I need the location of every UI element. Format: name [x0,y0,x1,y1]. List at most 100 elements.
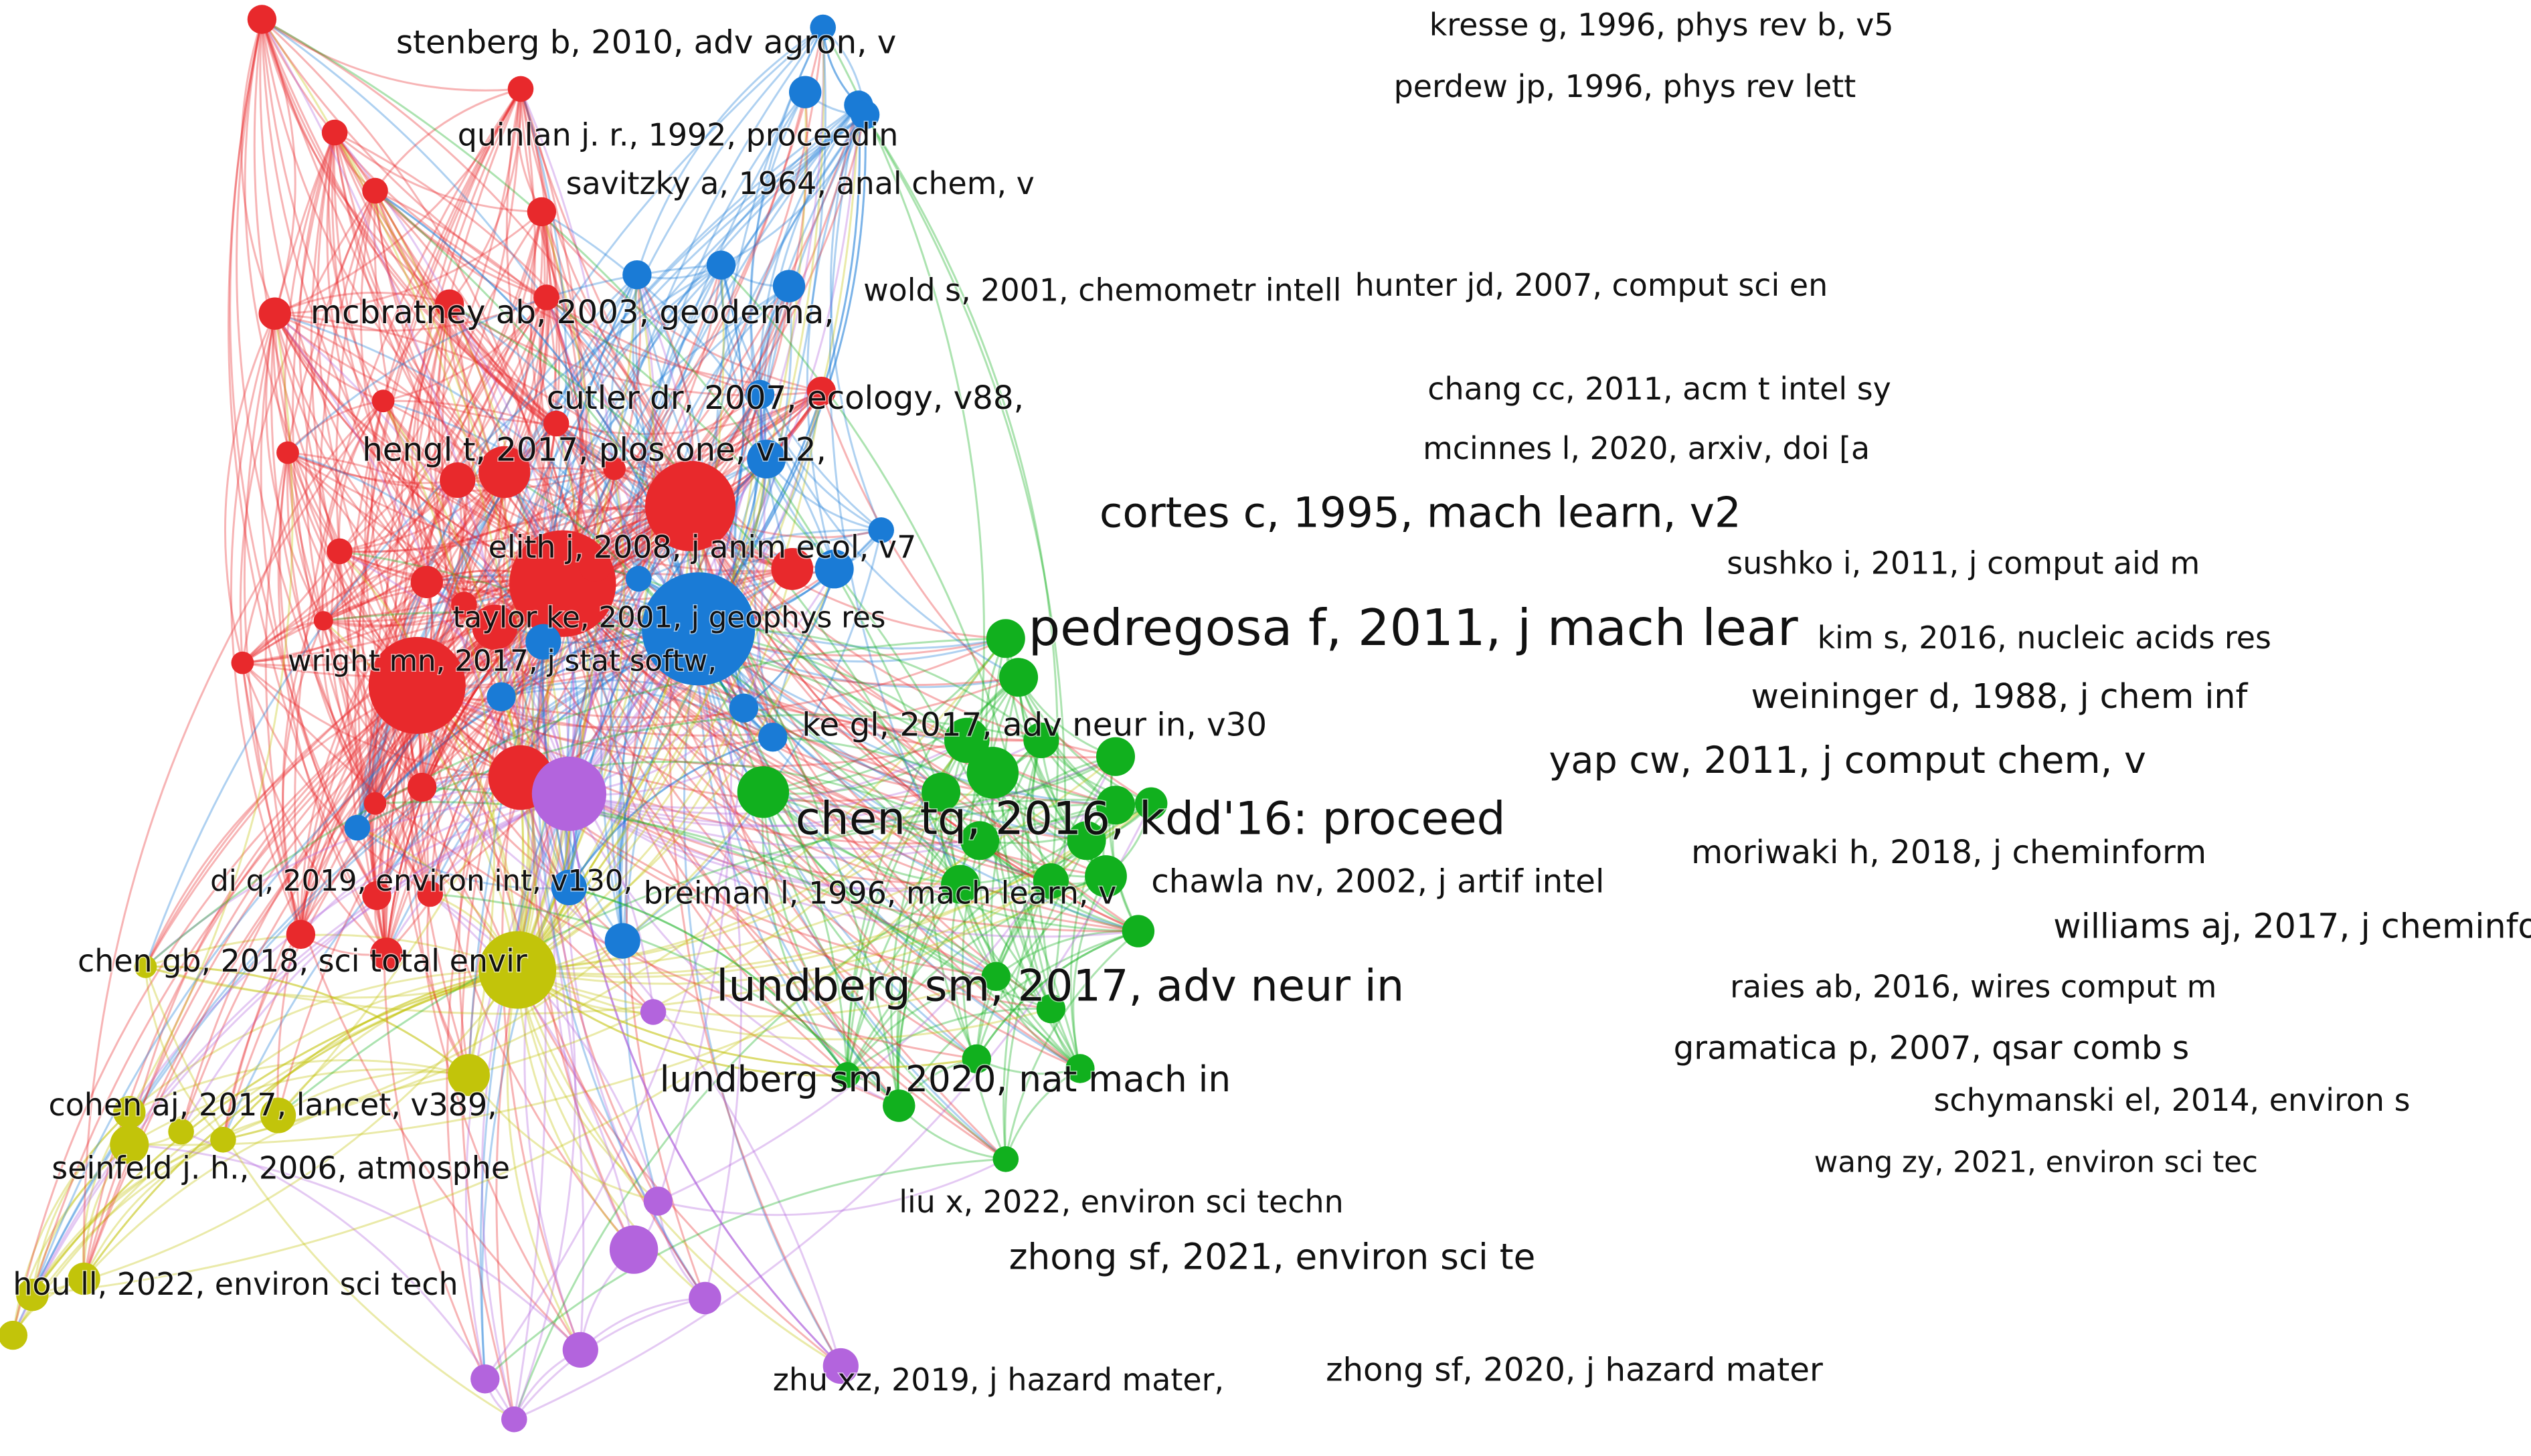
node-blue[interactable] [745,379,775,410]
node-green[interactable] [1096,737,1135,776]
node-blue[interactable] [344,814,371,841]
node-yellow[interactable] [16,1279,49,1311]
node-red[interactable] [434,289,464,318]
node-red[interactable] [286,919,316,949]
node-green[interactable] [1023,722,1059,759]
node-blue[interactable] [706,250,736,280]
node-green[interactable] [1033,863,1069,899]
node-red[interactable] [806,377,837,406]
node-red[interactable] [603,457,626,480]
node-red[interactable] [507,76,534,102]
node-blue[interactable] [622,260,652,290]
node-green[interactable] [1135,787,1168,820]
node-red[interactable] [231,651,254,674]
node-red[interactable] [478,446,531,498]
node-green[interactable] [960,821,1000,860]
node-blue[interactable] [604,923,640,959]
node-green[interactable] [1036,994,1066,1024]
node-red[interactable] [247,5,277,34]
node-green[interactable] [883,1089,915,1122]
node-green[interactable] [922,772,961,812]
edge-purple [568,755,1116,828]
node-red[interactable] [407,772,437,802]
node-green[interactable] [962,1044,992,1074]
node-red[interactable] [410,565,443,598]
node-red[interactable] [327,538,353,565]
node-purple[interactable] [822,1348,859,1384]
node-green[interactable] [834,1062,861,1088]
node-red[interactable] [440,462,476,498]
node-blue[interactable] [789,76,822,108]
node-blue[interactable] [487,682,516,711]
node-yellow[interactable] [260,1097,296,1133]
node-blue[interactable] [810,14,836,41]
node-yellow[interactable] [134,955,157,978]
node-purple[interactable] [643,1186,673,1216]
node-red[interactable] [771,548,814,590]
node-yellow[interactable] [68,1262,100,1295]
node-red[interactable] [527,197,557,227]
node-red[interactable] [313,611,333,631]
node-green[interactable] [986,619,1025,658]
node-blue[interactable] [626,565,652,592]
node-yellow[interactable] [0,1320,27,1350]
node-red[interactable] [417,881,443,907]
node-yellow[interactable] [113,1096,146,1129]
node-purple[interactable] [689,1281,721,1315]
node-red[interactable] [645,460,736,551]
node-red[interactable] [368,636,466,734]
node-red[interactable] [371,389,395,413]
node-blue[interactable] [850,100,880,130]
node-blue[interactable] [642,572,756,686]
node-red[interactable] [543,410,570,437]
node-yellow[interactable] [168,1118,194,1145]
node-green[interactable] [737,766,790,818]
node-purple[interactable] [470,1364,500,1394]
node-green[interactable] [1096,786,1135,825]
node-red[interactable] [472,604,518,650]
node-red[interactable] [363,792,387,815]
edge-blue [637,285,790,579]
node-red[interactable] [362,177,388,204]
node-yellow[interactable] [478,931,557,1009]
node-blue[interactable] [758,723,788,752]
node-yellow[interactable] [448,1054,490,1096]
node-blue[interactable] [747,440,786,479]
edge-purple [519,88,612,794]
node-purple[interactable] [640,999,667,1025]
node-red[interactable] [451,592,477,618]
node-green[interactable] [1065,1054,1095,1083]
node-purple[interactable] [531,756,607,831]
edge-red [561,583,1116,759]
node-purple[interactable] [609,1225,659,1274]
edge-red [385,697,503,955]
node-green[interactable] [941,864,980,904]
edge-red [11,685,418,1336]
node-green[interactable] [999,658,1039,697]
node-green[interactable] [981,962,1011,992]
node-red[interactable] [321,119,348,146]
node-green[interactable] [1085,855,1127,897]
node-purple[interactable] [501,1406,527,1433]
node-yellow[interactable] [210,1127,236,1153]
node-yellow[interactable] [110,1125,149,1164]
node-green[interactable] [966,747,1019,799]
node-green[interactable] [992,1146,1019,1172]
node-red[interactable] [276,441,299,464]
node-blue[interactable] [868,517,894,543]
node-red[interactable] [578,549,612,582]
node-red[interactable] [533,284,559,310]
node-blue[interactable] [551,869,588,905]
node-label: pedregosa f, 2011, j mach lear [1029,598,1798,657]
node-blue[interactable] [814,549,854,589]
node-red[interactable] [258,297,291,330]
node-blue[interactable] [729,693,759,723]
node-blue[interactable] [772,270,806,302]
node-green[interactable] [1122,915,1155,947]
node-purple[interactable] [562,1332,598,1368]
node-red[interactable] [362,881,391,911]
node-green[interactable] [1067,821,1106,860]
node-blue[interactable] [525,624,561,660]
node-red[interactable] [370,937,403,970]
edge-green [622,798,1152,942]
